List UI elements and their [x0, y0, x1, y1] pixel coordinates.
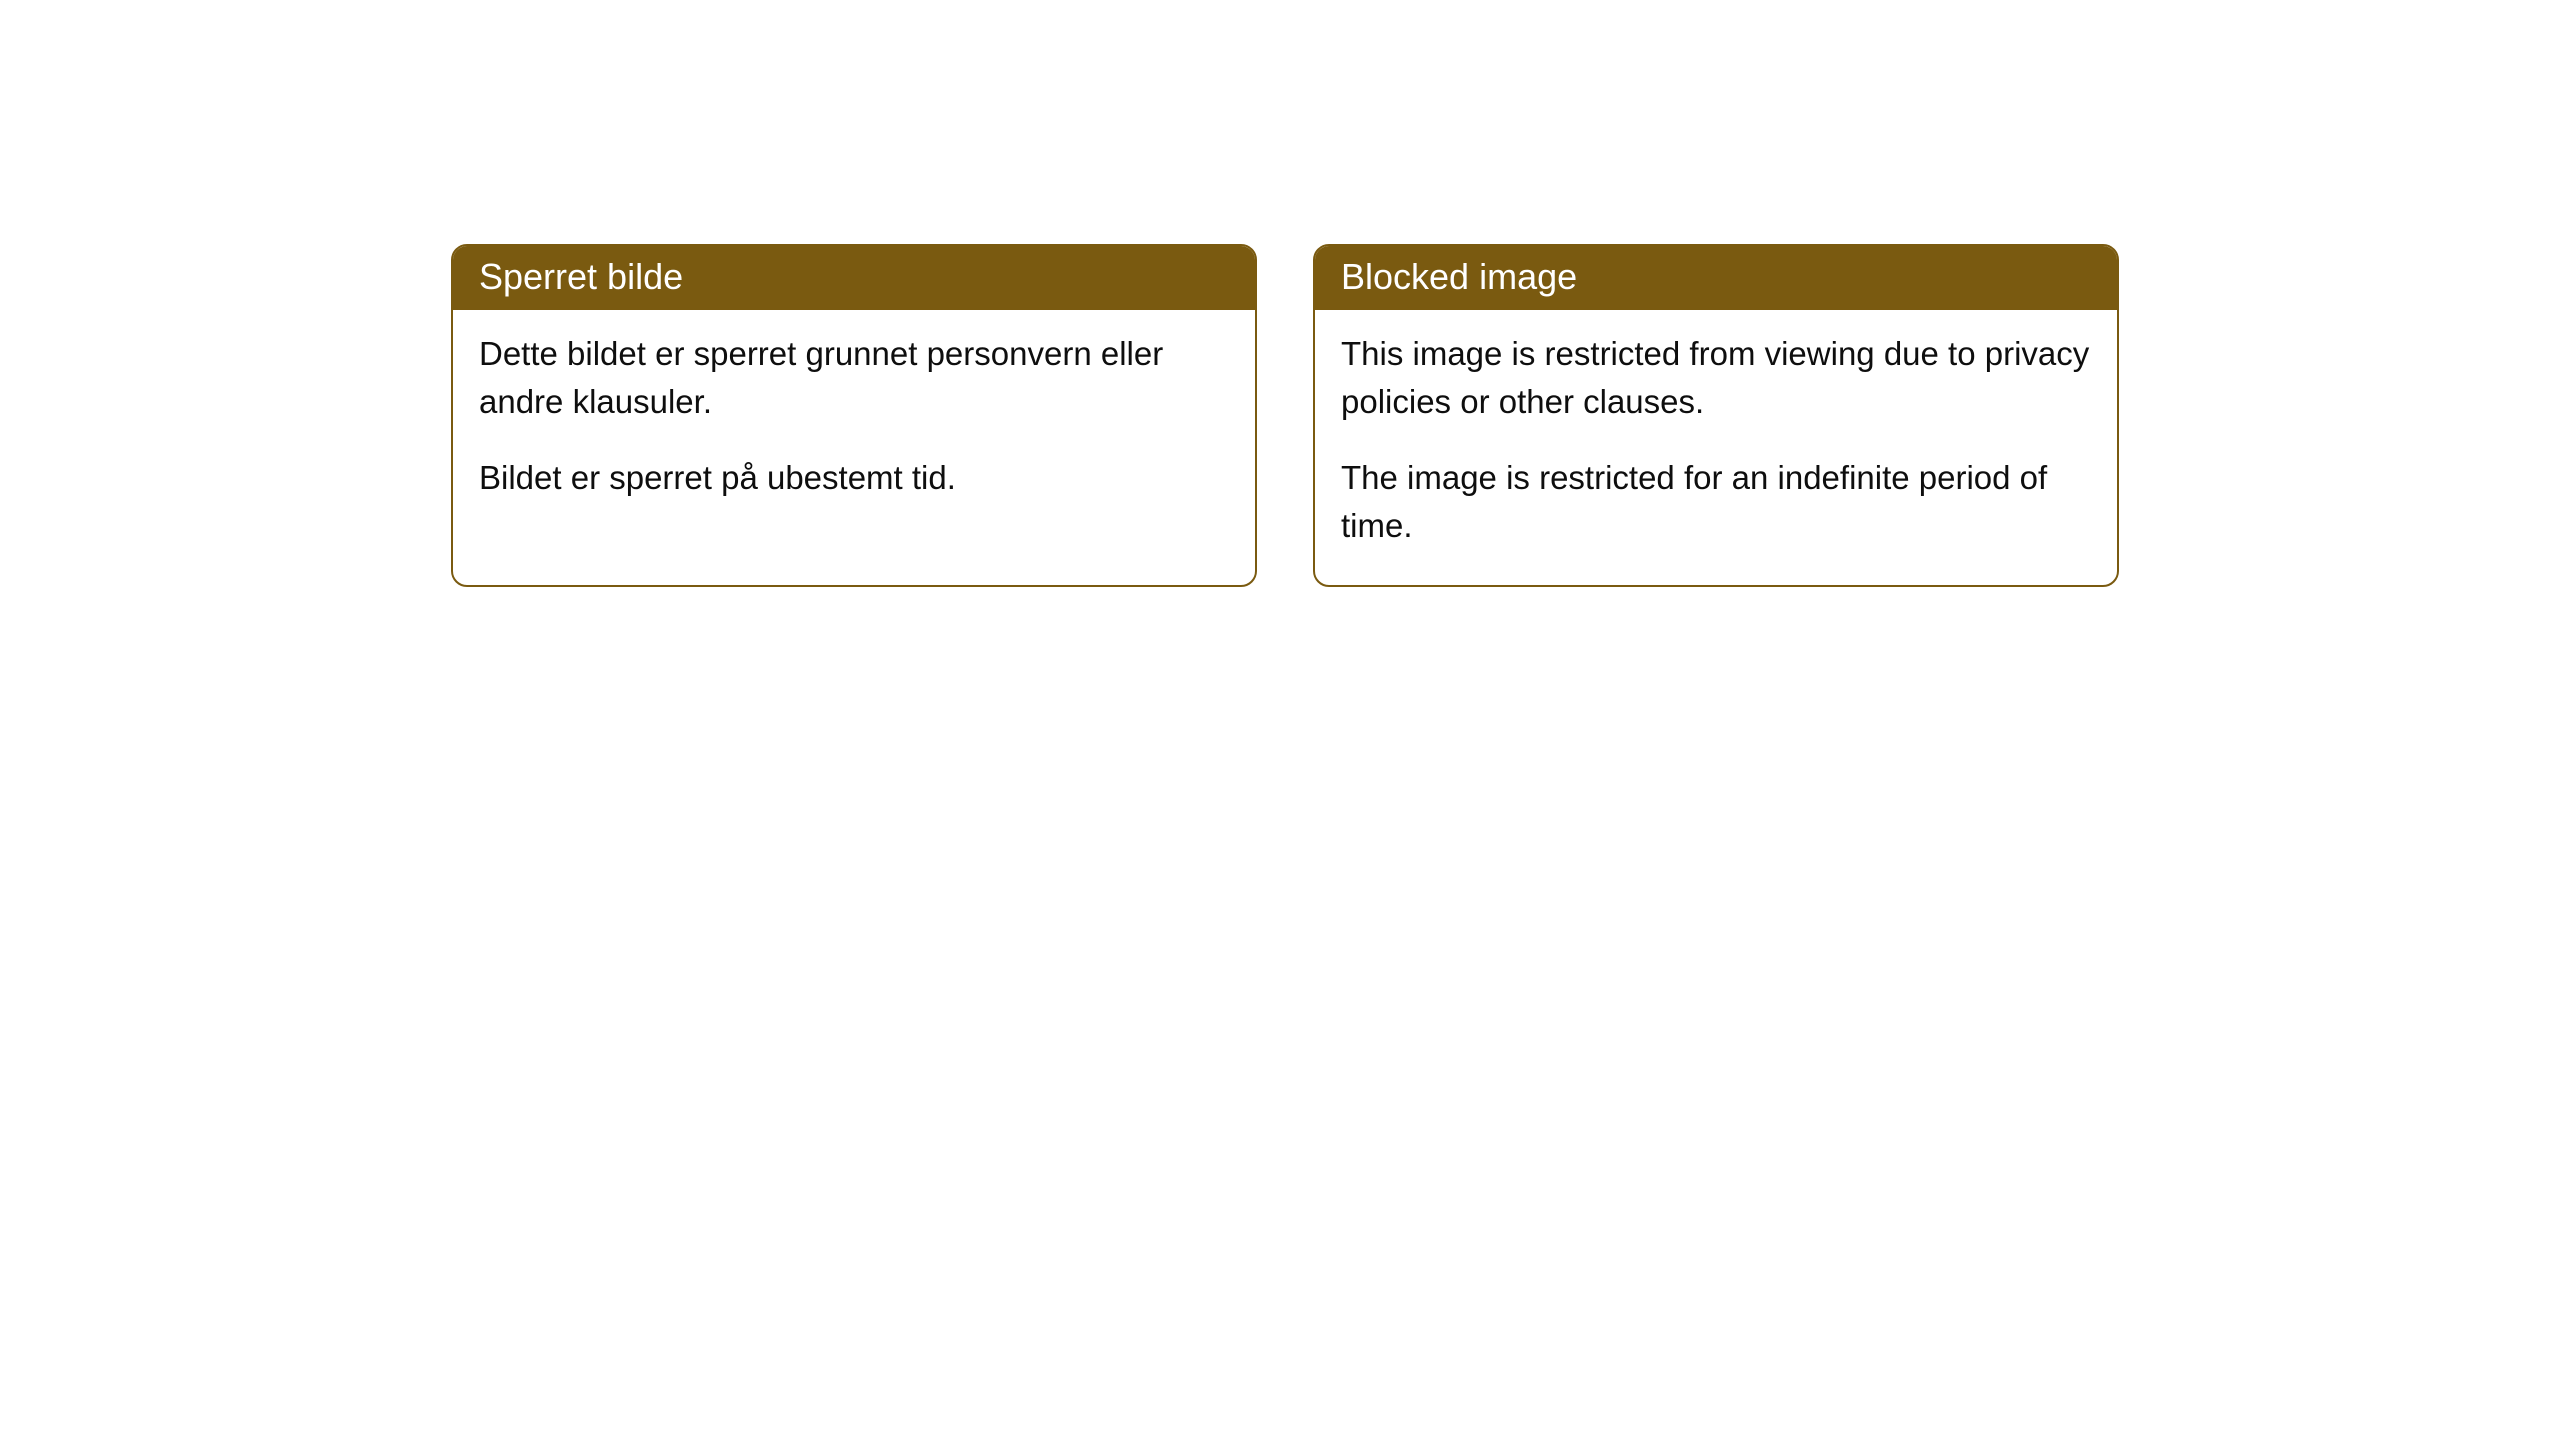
card-paragraph: The image is restricted for an indefinit…: [1341, 454, 2091, 550]
card-body: This image is restricted from viewing du…: [1315, 310, 2117, 585]
card-header: Blocked image: [1315, 246, 2117, 310]
card-paragraph: This image is restricted from viewing du…: [1341, 330, 2091, 426]
card-body: Dette bildet er sperret grunnet personve…: [453, 310, 1255, 538]
notice-cards-container: Sperret bilde Dette bildet er sperret gr…: [451, 244, 2119, 587]
card-paragraph: Dette bildet er sperret grunnet personve…: [479, 330, 1229, 426]
card-title: Sperret bilde: [479, 256, 683, 297]
card-paragraph: Bildet er sperret på ubestemt tid.: [479, 454, 1229, 502]
card-title: Blocked image: [1341, 256, 1577, 297]
notice-card-norwegian: Sperret bilde Dette bildet er sperret gr…: [451, 244, 1257, 587]
notice-card-english: Blocked image This image is restricted f…: [1313, 244, 2119, 587]
card-header: Sperret bilde: [453, 246, 1255, 310]
